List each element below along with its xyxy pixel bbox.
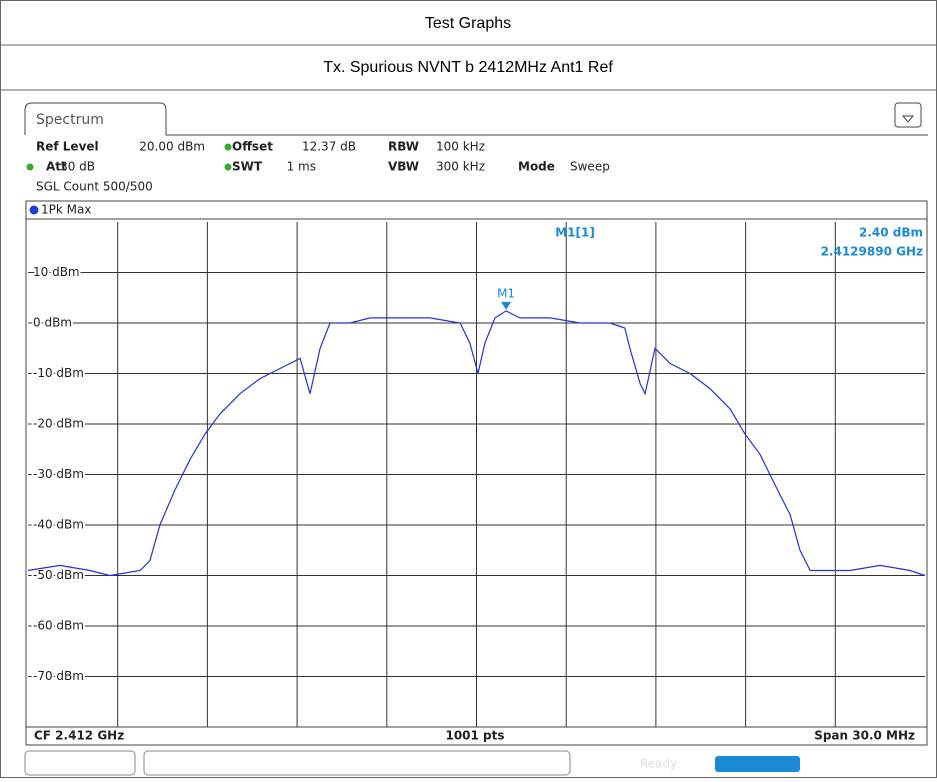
status-box — [24, 750, 136, 776]
setting-value: 12.37 dB — [302, 140, 356, 154]
y-tick-label: -70 dBm — [33, 669, 84, 683]
marker-name: M1 — [497, 286, 515, 300]
count: SGL Count 500/500 — [36, 180, 153, 194]
marker-value: 2.40 dBm — [859, 226, 923, 240]
icon[interactable] — [894, 102, 922, 128]
led — [224, 143, 232, 151]
trace — [27, 310, 926, 577]
led — [224, 163, 232, 171]
setting-value: 100 kHz — [436, 140, 485, 154]
setting-label: Mode — [518, 160, 555, 174]
footer-left: CF 2.412 GHz — [34, 729, 124, 743]
legend-entry: 1Pk Max — [41, 203, 91, 217]
setting-label: Ref Level — [36, 140, 99, 154]
trace-dot — [29, 205, 39, 215]
tab — [24, 102, 928, 136]
title: Test Graphs — [425, 15, 511, 32]
setting-label: SWT — [232, 160, 263, 174]
setting-value: 1 ms — [287, 160, 316, 174]
subtitle: Tx. Spurious NVNT b 2412MHz Ant1 Ref — [323, 59, 613, 76]
y-tick-label: -20 dBm — [33, 417, 84, 431]
icon-arrow — [901, 115, 915, 123]
setting-value: 300 kHz — [436, 160, 485, 174]
tab-label: Spectrum — [36, 112, 104, 128]
footer-right: Span 30.0 MHz — [814, 729, 915, 743]
y-tick-label: -10 dBm — [33, 366, 84, 380]
marker-freq: 2.4129890 GHz — [821, 245, 923, 259]
status: Ready — [640, 757, 677, 771]
y-tick-label: -50 dBm — [33, 568, 84, 582]
footer-center: 1001 pts — [445, 729, 504, 743]
footer — [25, 726, 928, 746]
progress — [715, 756, 800, 772]
setting-label: Att — [46, 160, 67, 174]
plot: 10 dBm 0 dBm -10 dBm -20 dBm -30 dBm -40 dBm -… — [27, 222, 926, 727]
setting-label: Offset — [232, 140, 273, 154]
setting-label: RBW — [388, 140, 419, 154]
marker-readout: M1[1] — [555, 226, 595, 240]
y-tick-label: 0 dBm — [33, 316, 72, 330]
y-tick-label: 10 dBm — [33, 265, 80, 279]
led — [26, 163, 34, 171]
y-tick-label: -40 dBm — [33, 518, 84, 532]
y-tick-label: -60 dBm — [33, 619, 84, 633]
setting-label: VBW — [388, 160, 419, 174]
status-box — [143, 750, 571, 776]
marker — [501, 301, 512, 310]
y-tick-label: -30 dBm — [33, 467, 84, 481]
setting-value: Sweep — [570, 160, 610, 174]
setting-value: 30 dB — [60, 160, 95, 174]
setting-value: 20.00 dBm — [139, 140, 205, 154]
